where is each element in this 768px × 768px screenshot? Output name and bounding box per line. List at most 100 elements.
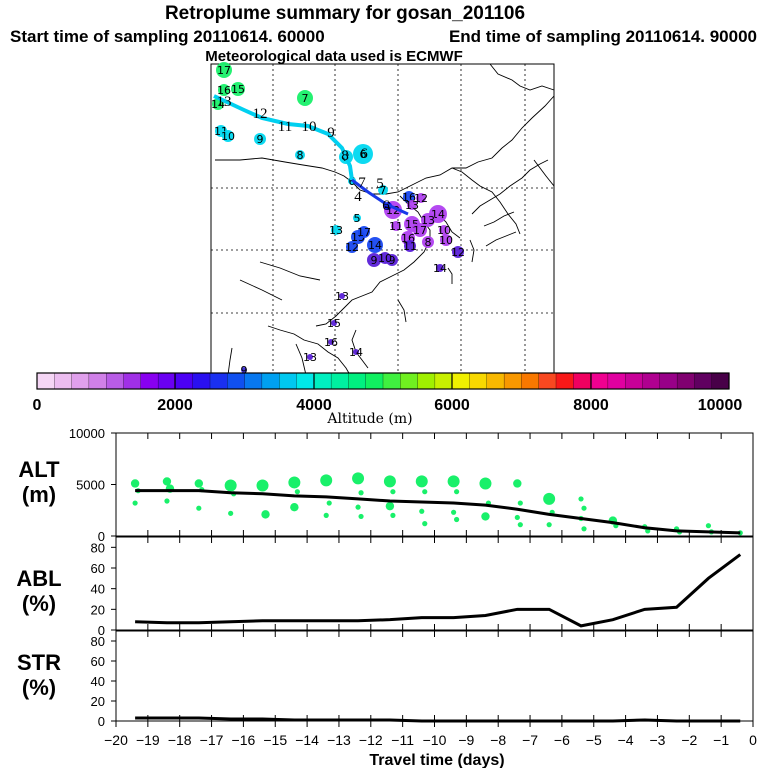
colorbar-cell — [36, 372, 55, 390]
colorbar-tick-0: 0 — [33, 397, 42, 414]
x-tick-label: −7 — [522, 732, 538, 748]
map-marker — [222, 130, 234, 142]
map-marker — [413, 223, 427, 237]
x-tick-label: −3 — [649, 732, 665, 748]
alt-point — [451, 509, 457, 515]
map-marker — [422, 236, 434, 248]
colorbar-cell — [417, 372, 436, 390]
map-marker-label: 11 — [389, 220, 403, 233]
x-axis: −20 −19 −18 −17 −16 −15 −14 −13 −12 −11 −10 −9 −8 −7−… — [104, 721, 757, 748]
map-marker — [218, 84, 230, 96]
map-marker — [407, 200, 417, 210]
map-marker-label: 8 — [297, 149, 304, 162]
x-tick-label: −6 — [554, 732, 570, 748]
colorbar-cell — [711, 372, 730, 390]
map-marker-label: 6 — [360, 148, 367, 161]
map-marker-label: 9 — [371, 254, 378, 267]
colorbar-cell — [244, 372, 263, 390]
map-marker — [331, 320, 337, 326]
map-marker-label: 17 — [217, 64, 231, 77]
alt-point — [385, 501, 395, 511]
map-marker-label: 5 — [354, 212, 361, 225]
colorbar-cell — [365, 372, 384, 390]
alt-point — [454, 489, 460, 495]
colorbar-cell — [140, 372, 159, 390]
map-marker-label: 9 — [257, 133, 264, 146]
trajectory-line-lower — [351, 178, 409, 216]
colorbar-tick-10000: 10000 — [698, 397, 743, 414]
colorbar-cell — [434, 372, 453, 390]
x-tick-label: −16 — [232, 732, 256, 748]
panel-frames — [115, 432, 754, 722]
map-marker-label: 13 — [303, 351, 317, 364]
map-marker-label: 9 — [389, 254, 396, 267]
alt-point — [422, 521, 428, 527]
x-tick-label: −9 — [458, 732, 474, 748]
map-marker-label: 11 — [403, 240, 417, 253]
map-marker-label: 17 — [413, 224, 427, 237]
map-marker — [241, 367, 247, 373]
alt-point — [194, 479, 204, 488]
colorbar-cell — [486, 372, 505, 390]
colorbar-cell — [279, 372, 298, 390]
x-tick-label: −11 — [391, 732, 414, 748]
alt-point — [513, 479, 522, 488]
map-marker — [331, 225, 341, 235]
alt-panel-unit: (m) — [22, 482, 56, 507]
trajectory-day-label: 8 — [341, 148, 349, 164]
alt-point — [164, 498, 170, 504]
map-marker — [358, 226, 370, 238]
colorbar-cell — [261, 372, 280, 390]
map-marker-label: 7 — [380, 184, 387, 197]
map-marker — [297, 90, 313, 106]
colorbar-cell — [573, 372, 592, 390]
map-marker — [295, 150, 305, 160]
colorbar-cell — [607, 372, 626, 390]
end-time-label: End time of sampling 20110614. 90000 — [449, 27, 757, 46]
y-tick-label: 80 — [91, 634, 105, 649]
alt-point — [326, 500, 332, 506]
alt-panel: 0 5000 10000 — [69, 426, 754, 544]
met-data-label: Meteorological data used is ECMWF — [205, 48, 463, 65]
colorbar-cell — [382, 372, 401, 390]
x-tick-label: −1 — [713, 732, 729, 748]
y-tick-label: 0 — [98, 714, 105, 729]
alt-point — [130, 479, 140, 488]
trajectory-line-upper — [213, 94, 354, 181]
alt-point — [228, 510, 234, 516]
abl-panel: 0 20 40 60 80 — [91, 537, 754, 638]
map-marker — [452, 246, 464, 258]
alt-point — [546, 522, 552, 528]
colorbar-cell — [590, 372, 609, 390]
y-tick-label: 80 — [91, 540, 105, 555]
alt-point — [514, 514, 520, 521]
trajectory-day-label: 5 — [376, 176, 384, 192]
x-tick-label: −2 — [681, 732, 697, 748]
alt-point — [415, 475, 428, 488]
colorbar-cell — [659, 372, 678, 390]
map-marker — [353, 144, 373, 164]
colorbar-cell — [452, 372, 471, 390]
y-tick-label: 5000 — [76, 478, 105, 493]
map-marker — [231, 82, 245, 96]
alt-point — [162, 477, 172, 486]
map-marker — [404, 240, 416, 252]
colorbar-cell — [348, 372, 367, 390]
map-marker — [216, 62, 232, 78]
map-marker-label: 10 — [378, 252, 392, 265]
colorbar-tick-6000: 6000 — [434, 397, 470, 414]
alt-point — [481, 512, 490, 521]
alt-point — [578, 496, 584, 502]
colorbar-cell — [106, 372, 125, 390]
map-marker — [367, 253, 381, 267]
x-tick-label: −18 — [168, 732, 192, 748]
colorbar-cell — [676, 372, 695, 390]
y-tick-label: 60 — [91, 654, 105, 669]
y-tick-label: 10000 — [69, 426, 105, 441]
colorbar-cell — [175, 372, 194, 390]
trajectory-day-label: 9 — [327, 125, 335, 141]
str-panel-label: STR — [17, 650, 61, 675]
x-tick-label: −12 — [359, 732, 383, 748]
